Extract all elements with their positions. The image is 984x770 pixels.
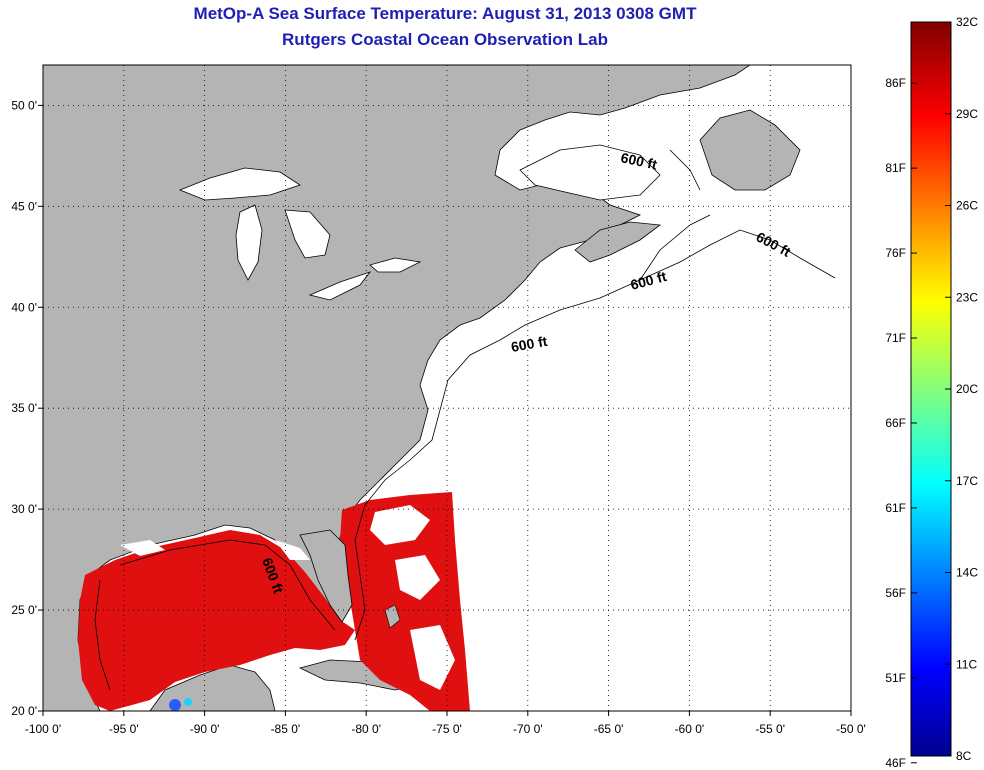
isobath-600ft	[94, 149, 836, 691]
lat-tick-label: 50 0'	[11, 98, 37, 112]
colorbar-fahrenheit-label: 66F	[885, 416, 906, 430]
lon-tick-label: -95 0'	[109, 722, 139, 736]
latitude-axis: 20 0' 25 0' 30 0' 35 0' 40 0' 45 0' 50 0'	[11, 98, 43, 718]
colorbar-celsius-label: 17C	[956, 474, 978, 488]
lat-tick-label: 45 0'	[11, 199, 37, 213]
lon-tick-label: -65 0'	[594, 722, 624, 736]
bahamas-land	[384, 604, 401, 629]
florida-land	[299, 529, 353, 623]
cloud-gap	[370, 505, 430, 545]
cloud-gap	[275, 540, 310, 560]
colorbar-celsius-label: 29C	[956, 107, 978, 121]
lake-huron	[284, 209, 331, 259]
cool-water-spot	[184, 698, 192, 706]
colorbar-celsius-label: 8C	[956, 749, 972, 763]
north-america-land	[43, 65, 751, 711]
lon-tick-label: -100 0'	[25, 722, 61, 736]
cloud-gap	[395, 555, 440, 600]
gulf-of-st-lawrence	[519, 144, 661, 201]
nova-scotia-land	[574, 221, 662, 263]
lake-erie	[308, 271, 372, 301]
lon-tick-label: -80 0'	[351, 722, 381, 736]
lat-tick-label: 25 0'	[11, 603, 37, 617]
lon-tick-label: -90 0'	[190, 722, 220, 736]
colorbar-fahrenheit-label: 51F	[885, 671, 906, 685]
colorbar-celsius-labels: 32C 29C 26C 23C 20C 17C 14C 11C 8C	[945, 15, 978, 763]
lat-tick-label: 30 0'	[11, 502, 37, 516]
longitude-axis: -100 0' -95 0' -90 0' -85 0' -80 0' -75 0' -70…	[25, 711, 866, 736]
colorbar-celsius-label: 20C	[956, 382, 978, 396]
map-subtitle: Rutgers Coastal Ocean Observation Lab	[282, 30, 608, 49]
colorbar-celsius-label: 23C	[956, 290, 978, 304]
colorbar-celsius-label: 32C	[956, 15, 978, 29]
lake-ontario	[369, 257, 422, 273]
lake-superior	[178, 167, 301, 201]
cloud-gap	[120, 540, 165, 556]
colorbar-celsius-label: 14C	[956, 566, 978, 580]
colorbar-celsius-label: 11C	[956, 657, 977, 671]
lat-tick-label: 40 0'	[11, 300, 37, 314]
lon-tick-label: -50 0'	[836, 722, 866, 736]
lon-tick-label: -70 0'	[513, 722, 543, 736]
colorbar-fahrenheit-label: 81F	[885, 161, 906, 175]
colorbar-fahrenheit-label: 76F	[885, 246, 906, 260]
newfoundland-land	[699, 109, 801, 191]
contour-label: 600 ft	[510, 333, 549, 355]
cloud-gap	[410, 625, 455, 690]
colorbar-fahrenheit-label: 46F	[885, 756, 906, 770]
colorbar-fahrenheit-label: 56F	[885, 586, 906, 600]
colorbar: 32C 29C 26C 23C 20C 17C 14C 11C 8C 86F 81F 76F 71F 6…	[885, 15, 978, 770]
colorbar-fahrenheit-label: 71F	[885, 331, 906, 345]
lat-tick-label: 35 0'	[11, 401, 37, 415]
lake-michigan	[235, 204, 263, 281]
yucatan-land	[149, 664, 276, 711]
colorbar-celsius-label: 26C	[956, 199, 978, 213]
cool-water-spot	[169, 699, 181, 711]
lon-tick-label: -55 0'	[755, 722, 785, 736]
lon-tick-label: -60 0'	[675, 722, 705, 736]
lat-tick-label: 20 0'	[11, 704, 37, 718]
map-title: MetOp-A Sea Surface Temperature: August …	[193, 4, 697, 23]
contour-label: 600 ft	[619, 149, 658, 172]
colorbar-fahrenheit-label: 86F	[885, 76, 906, 90]
lon-tick-label: -85 0'	[271, 722, 301, 736]
lon-tick-label: -75 0'	[432, 722, 462, 736]
colorbar-fahrenheit-label: 61F	[885, 501, 906, 515]
colorbar-fahrenheit-labels: 86F 81F 76F 71F 66F 61F 56F 51F 46F	[885, 76, 917, 770]
